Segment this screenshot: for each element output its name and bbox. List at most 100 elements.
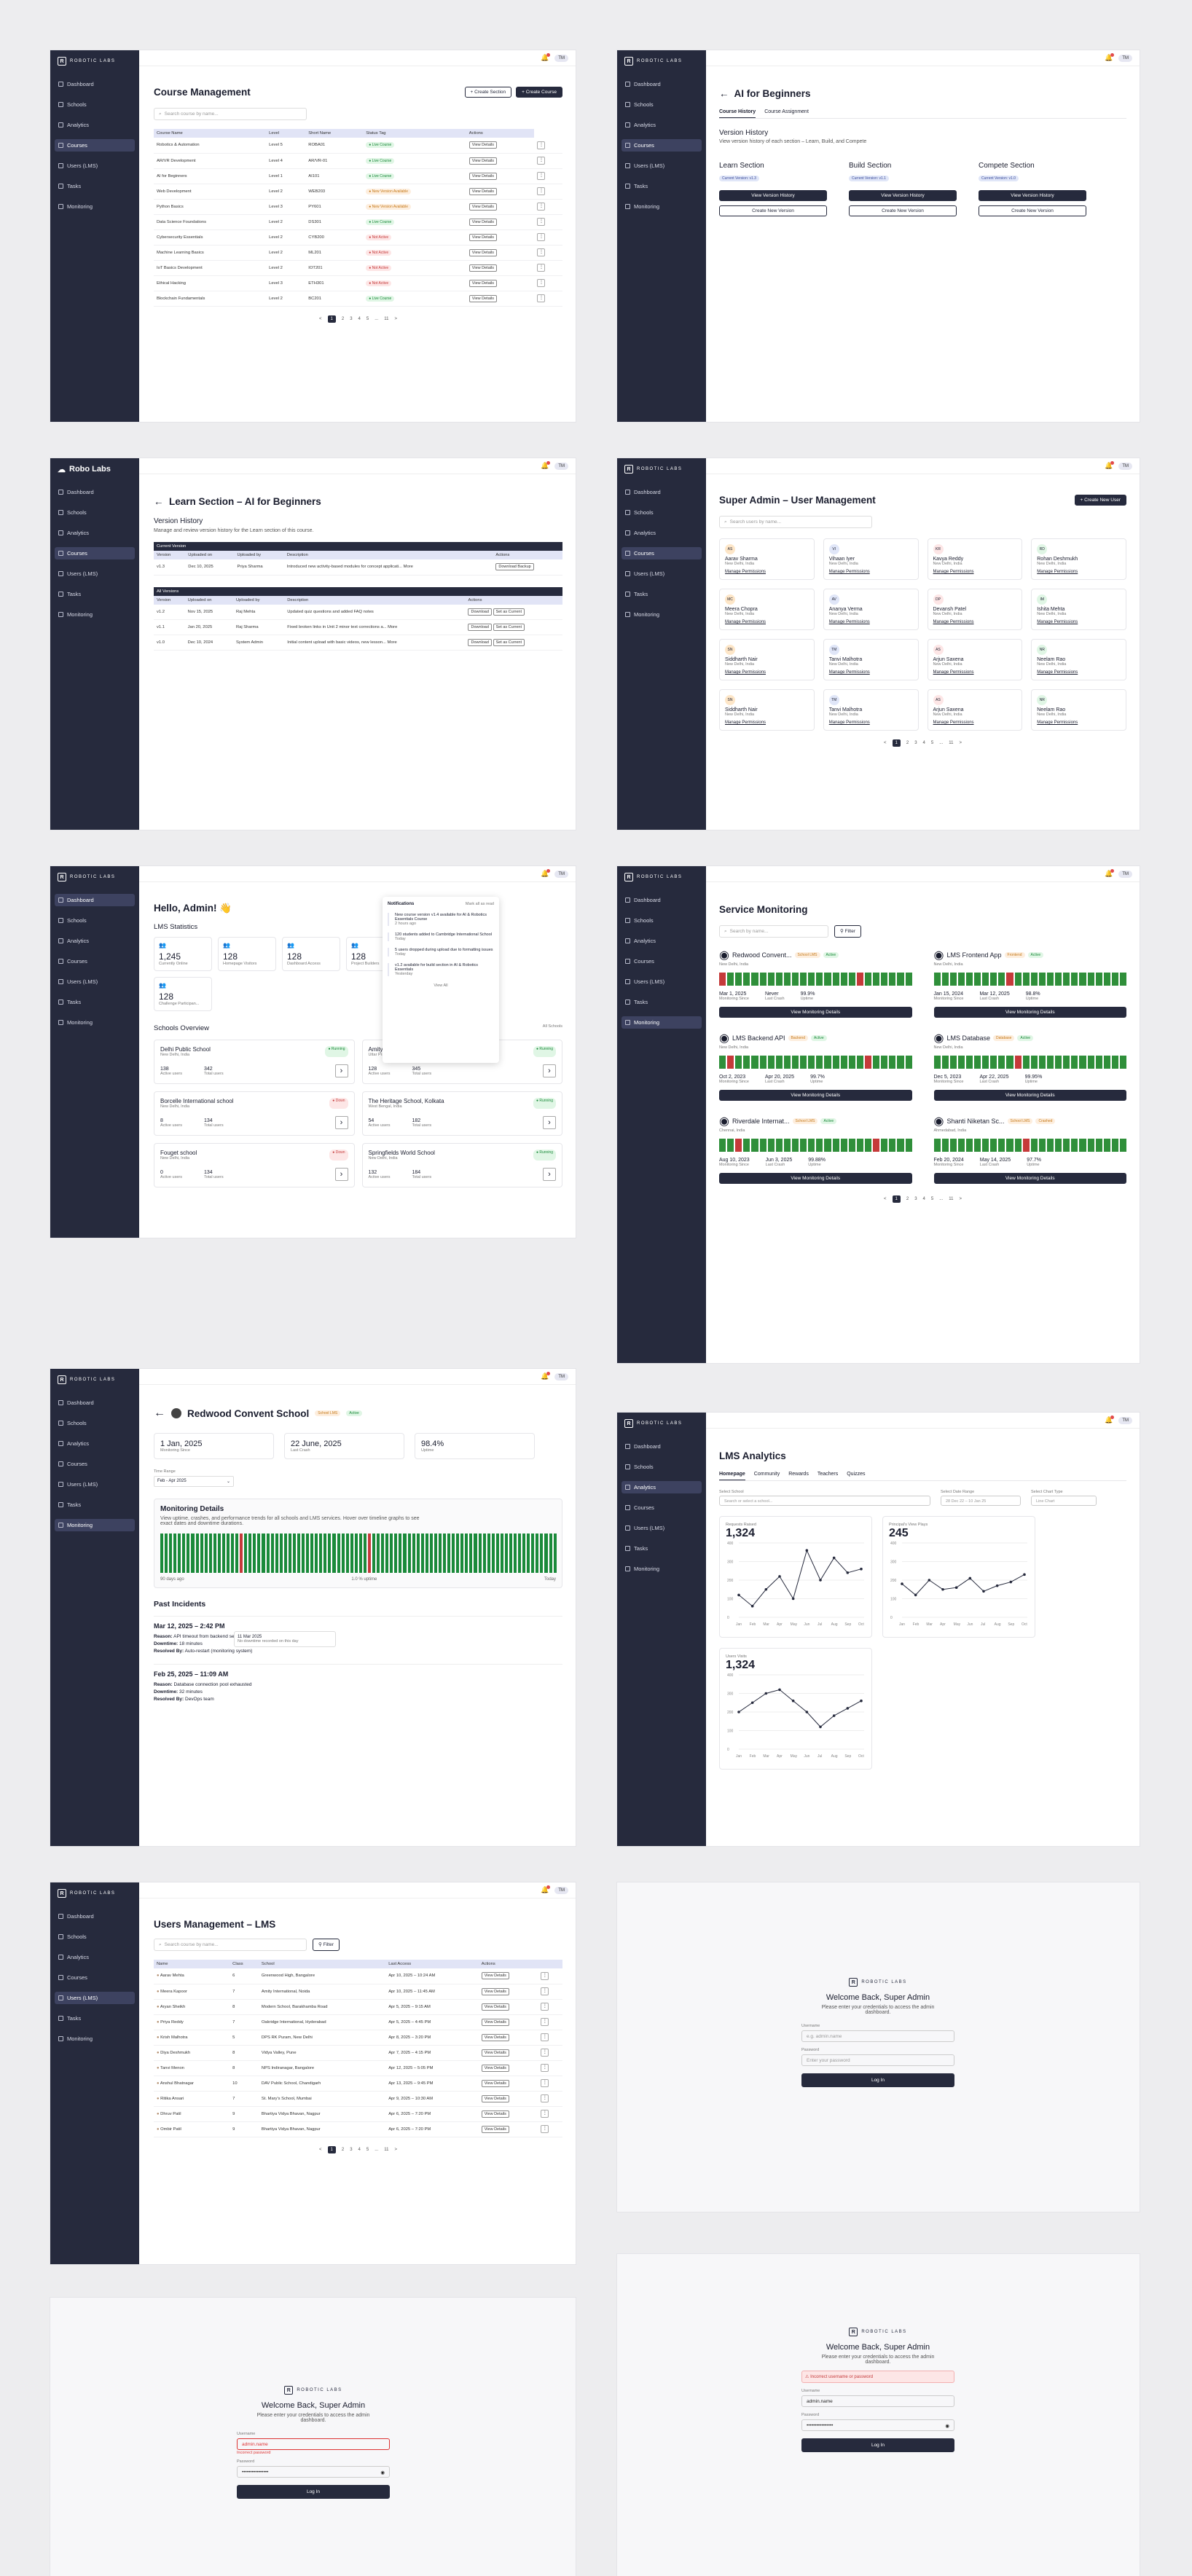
uptime-bar[interactable] xyxy=(235,1534,239,1573)
uptime-bar[interactable] xyxy=(367,1534,371,1573)
view-version-history-button[interactable]: View Version History xyxy=(979,190,1086,201)
arrow-right-icon[interactable]: › xyxy=(543,1064,556,1077)
download-backup-button[interactable]: Download Backup xyxy=(495,563,534,571)
search-input[interactable]: ⌕ Search users by name... xyxy=(719,516,872,528)
page-number[interactable]: > xyxy=(959,741,962,745)
uptime-bar[interactable] xyxy=(253,1534,256,1573)
uptime-bar[interactable] xyxy=(324,1534,327,1573)
uptime-bar[interactable] xyxy=(248,1534,252,1573)
manage-permissions-link[interactable]: Manage Permissions xyxy=(725,720,766,725)
uptime-bar[interactable] xyxy=(500,1534,503,1573)
search-input[interactable]: ⌕ Search course by name... xyxy=(154,108,307,120)
uptime-bar[interactable] xyxy=(412,1534,415,1573)
avatar[interactable]: TM xyxy=(1118,870,1132,878)
uptime-bar[interactable] xyxy=(372,1534,376,1573)
set-current-button[interactable]: Set as Current xyxy=(493,639,525,646)
filter-button[interactable]: ⚲ Filter xyxy=(834,925,862,938)
kebab-menu-icon[interactable]: ⋮ xyxy=(541,2003,549,2011)
uptime-bar[interactable] xyxy=(310,1534,314,1573)
download-button[interactable]: Download xyxy=(468,608,492,616)
manage-permissions-link[interactable]: Manage Permissions xyxy=(1037,570,1078,574)
view-details-button[interactable]: View Details xyxy=(481,2110,509,2118)
uptime-bar[interactable] xyxy=(482,1534,486,1573)
uptime-bar[interactable] xyxy=(262,1534,265,1573)
manage-permissions-link[interactable]: Manage Permissions xyxy=(725,570,766,574)
uptime-bar[interactable] xyxy=(394,1534,398,1573)
sidebar-item-monitoring[interactable]: Monitoring xyxy=(622,608,702,621)
uptime-bar[interactable] xyxy=(182,1534,186,1573)
table-row[interactable]: ● Dhruv Patil 9 Bhartiya Vidya Bhavan, Nag… xyxy=(154,2106,562,2122)
tab-quizzes[interactable]: Quizzes xyxy=(847,1472,866,1477)
manage-permissions-link[interactable]: Manage Permissions xyxy=(828,720,870,725)
all-schools-link[interactable]: All Schools xyxy=(542,1024,562,1029)
sidebar-item-analytics[interactable]: Analytics xyxy=(55,935,135,947)
kebab-menu-icon[interactable]: ⋮ xyxy=(537,279,546,287)
kebab-menu-icon[interactable]: ⋮ xyxy=(541,1971,549,1980)
download-button[interactable]: Download xyxy=(468,639,492,646)
uptime-bar[interactable] xyxy=(226,1534,230,1573)
chart-type-select[interactable]: Line Chart xyxy=(1031,1496,1097,1506)
sidebar-item-tasks[interactable]: Tasks xyxy=(622,996,702,1008)
view-monitoring-details-button[interactable]: View Monitoring Details xyxy=(719,1173,912,1184)
sidebar-item-courses[interactable]: Courses xyxy=(622,547,702,559)
kebab-menu-icon[interactable]: ⋮ xyxy=(537,141,546,149)
page-number[interactable]: 1 xyxy=(327,2145,336,2153)
kebab-menu-icon[interactable]: ⋮ xyxy=(541,2064,549,2072)
uptime-bar[interactable] xyxy=(381,1534,385,1573)
uptime-bar[interactable] xyxy=(549,1534,552,1573)
sidebar-item-courses[interactable]: Courses xyxy=(55,955,135,967)
bell-icon[interactable]: 🔔 xyxy=(1105,1415,1115,1424)
avatar[interactable]: TM xyxy=(554,1886,568,1894)
uptime-bar[interactable] xyxy=(447,1534,451,1573)
arrow-right-icon[interactable]: › xyxy=(334,1064,348,1077)
uptime-bar[interactable] xyxy=(231,1534,235,1573)
uptime-bar[interactable] xyxy=(407,1534,411,1573)
filter-button[interactable]: ⚲ Filter xyxy=(313,1939,340,1951)
uptime-bar[interactable] xyxy=(328,1534,332,1573)
uptime-bar[interactable] xyxy=(474,1534,477,1573)
login-button[interactable]: Log In xyxy=(237,2485,390,2499)
sidebar-item-userslms[interactable]: Users (LMS) xyxy=(55,568,135,580)
login-button[interactable]: Log In xyxy=(801,2438,954,2452)
uptime-bar[interactable] xyxy=(306,1534,310,1573)
kebab-menu-icon[interactable]: ⋮ xyxy=(537,233,546,241)
uptime-bar[interactable] xyxy=(469,1534,473,1573)
bell-icon[interactable]: 🔔 xyxy=(541,1885,551,1893)
page-number[interactable]: > xyxy=(394,316,397,321)
uptime-bar[interactable] xyxy=(270,1534,274,1573)
table-row[interactable]: ● Aryan Sheikh 8 Modern School, Barakhamba… xyxy=(154,1999,562,2015)
view-details-button[interactable]: View Details xyxy=(481,2049,509,2057)
table-row[interactable]: Blockchain Fundamentals Level 2 BC201 ● Liv… xyxy=(154,291,562,307)
view-details-button[interactable]: View Details xyxy=(481,1987,509,1995)
view-details-button[interactable]: View Details xyxy=(468,279,497,287)
uptime-bar[interactable] xyxy=(363,1534,366,1573)
uptime-bar[interactable] xyxy=(518,1534,522,1573)
sidebar-item-tasks[interactable]: Tasks xyxy=(622,180,702,192)
sidebar-item-dashboard[interactable]: Dashboard xyxy=(622,1440,702,1453)
username-field[interactable]: admin.name xyxy=(801,2395,954,2407)
table-row[interactable]: ● Krish Malhotra 5 DPS RK Puram, New Delhi… xyxy=(154,2030,562,2046)
uptime-bar[interactable] xyxy=(288,1534,291,1573)
uptime-bar[interactable] xyxy=(283,1534,287,1573)
view-details-button[interactable]: View Details xyxy=(481,2018,509,2026)
uptime-bar[interactable] xyxy=(544,1534,548,1573)
view-details-button[interactable]: View Details xyxy=(481,2094,509,2102)
page-number[interactable]: ... xyxy=(375,316,379,321)
back-arrow-icon[interactable]: ← xyxy=(719,88,729,99)
sidebar-item-monitoring[interactable]: Monitoring xyxy=(55,1519,135,1531)
table-row[interactable]: ● Anshul Bhatnagar 10 DAV Public School, C… xyxy=(154,2076,562,2092)
kebab-menu-icon[interactable]: ⋮ xyxy=(541,2110,549,2118)
table-row[interactable]: Robotics & Automation Level 5 ROBA01 ● Live… xyxy=(154,138,562,154)
view-details-button[interactable]: View Details xyxy=(468,157,497,165)
sidebar-item-monitoring[interactable]: Monitoring xyxy=(55,200,135,213)
page-number[interactable]: ... xyxy=(939,741,944,745)
uptime-bar[interactable] xyxy=(465,1534,468,1573)
manage-permissions-link[interactable]: Manage Permissions xyxy=(725,670,766,675)
uptime-bar[interactable] xyxy=(399,1534,402,1573)
page-number[interactable]: 3 xyxy=(914,741,917,745)
uptime-bar[interactable] xyxy=(208,1534,212,1573)
manage-permissions-link[interactable]: Manage Permissions xyxy=(933,570,974,574)
view-details-button[interactable]: View Details xyxy=(468,172,497,180)
set-current-button[interactable]: Set as Current xyxy=(493,624,525,631)
uptime-bar[interactable] xyxy=(354,1534,358,1573)
